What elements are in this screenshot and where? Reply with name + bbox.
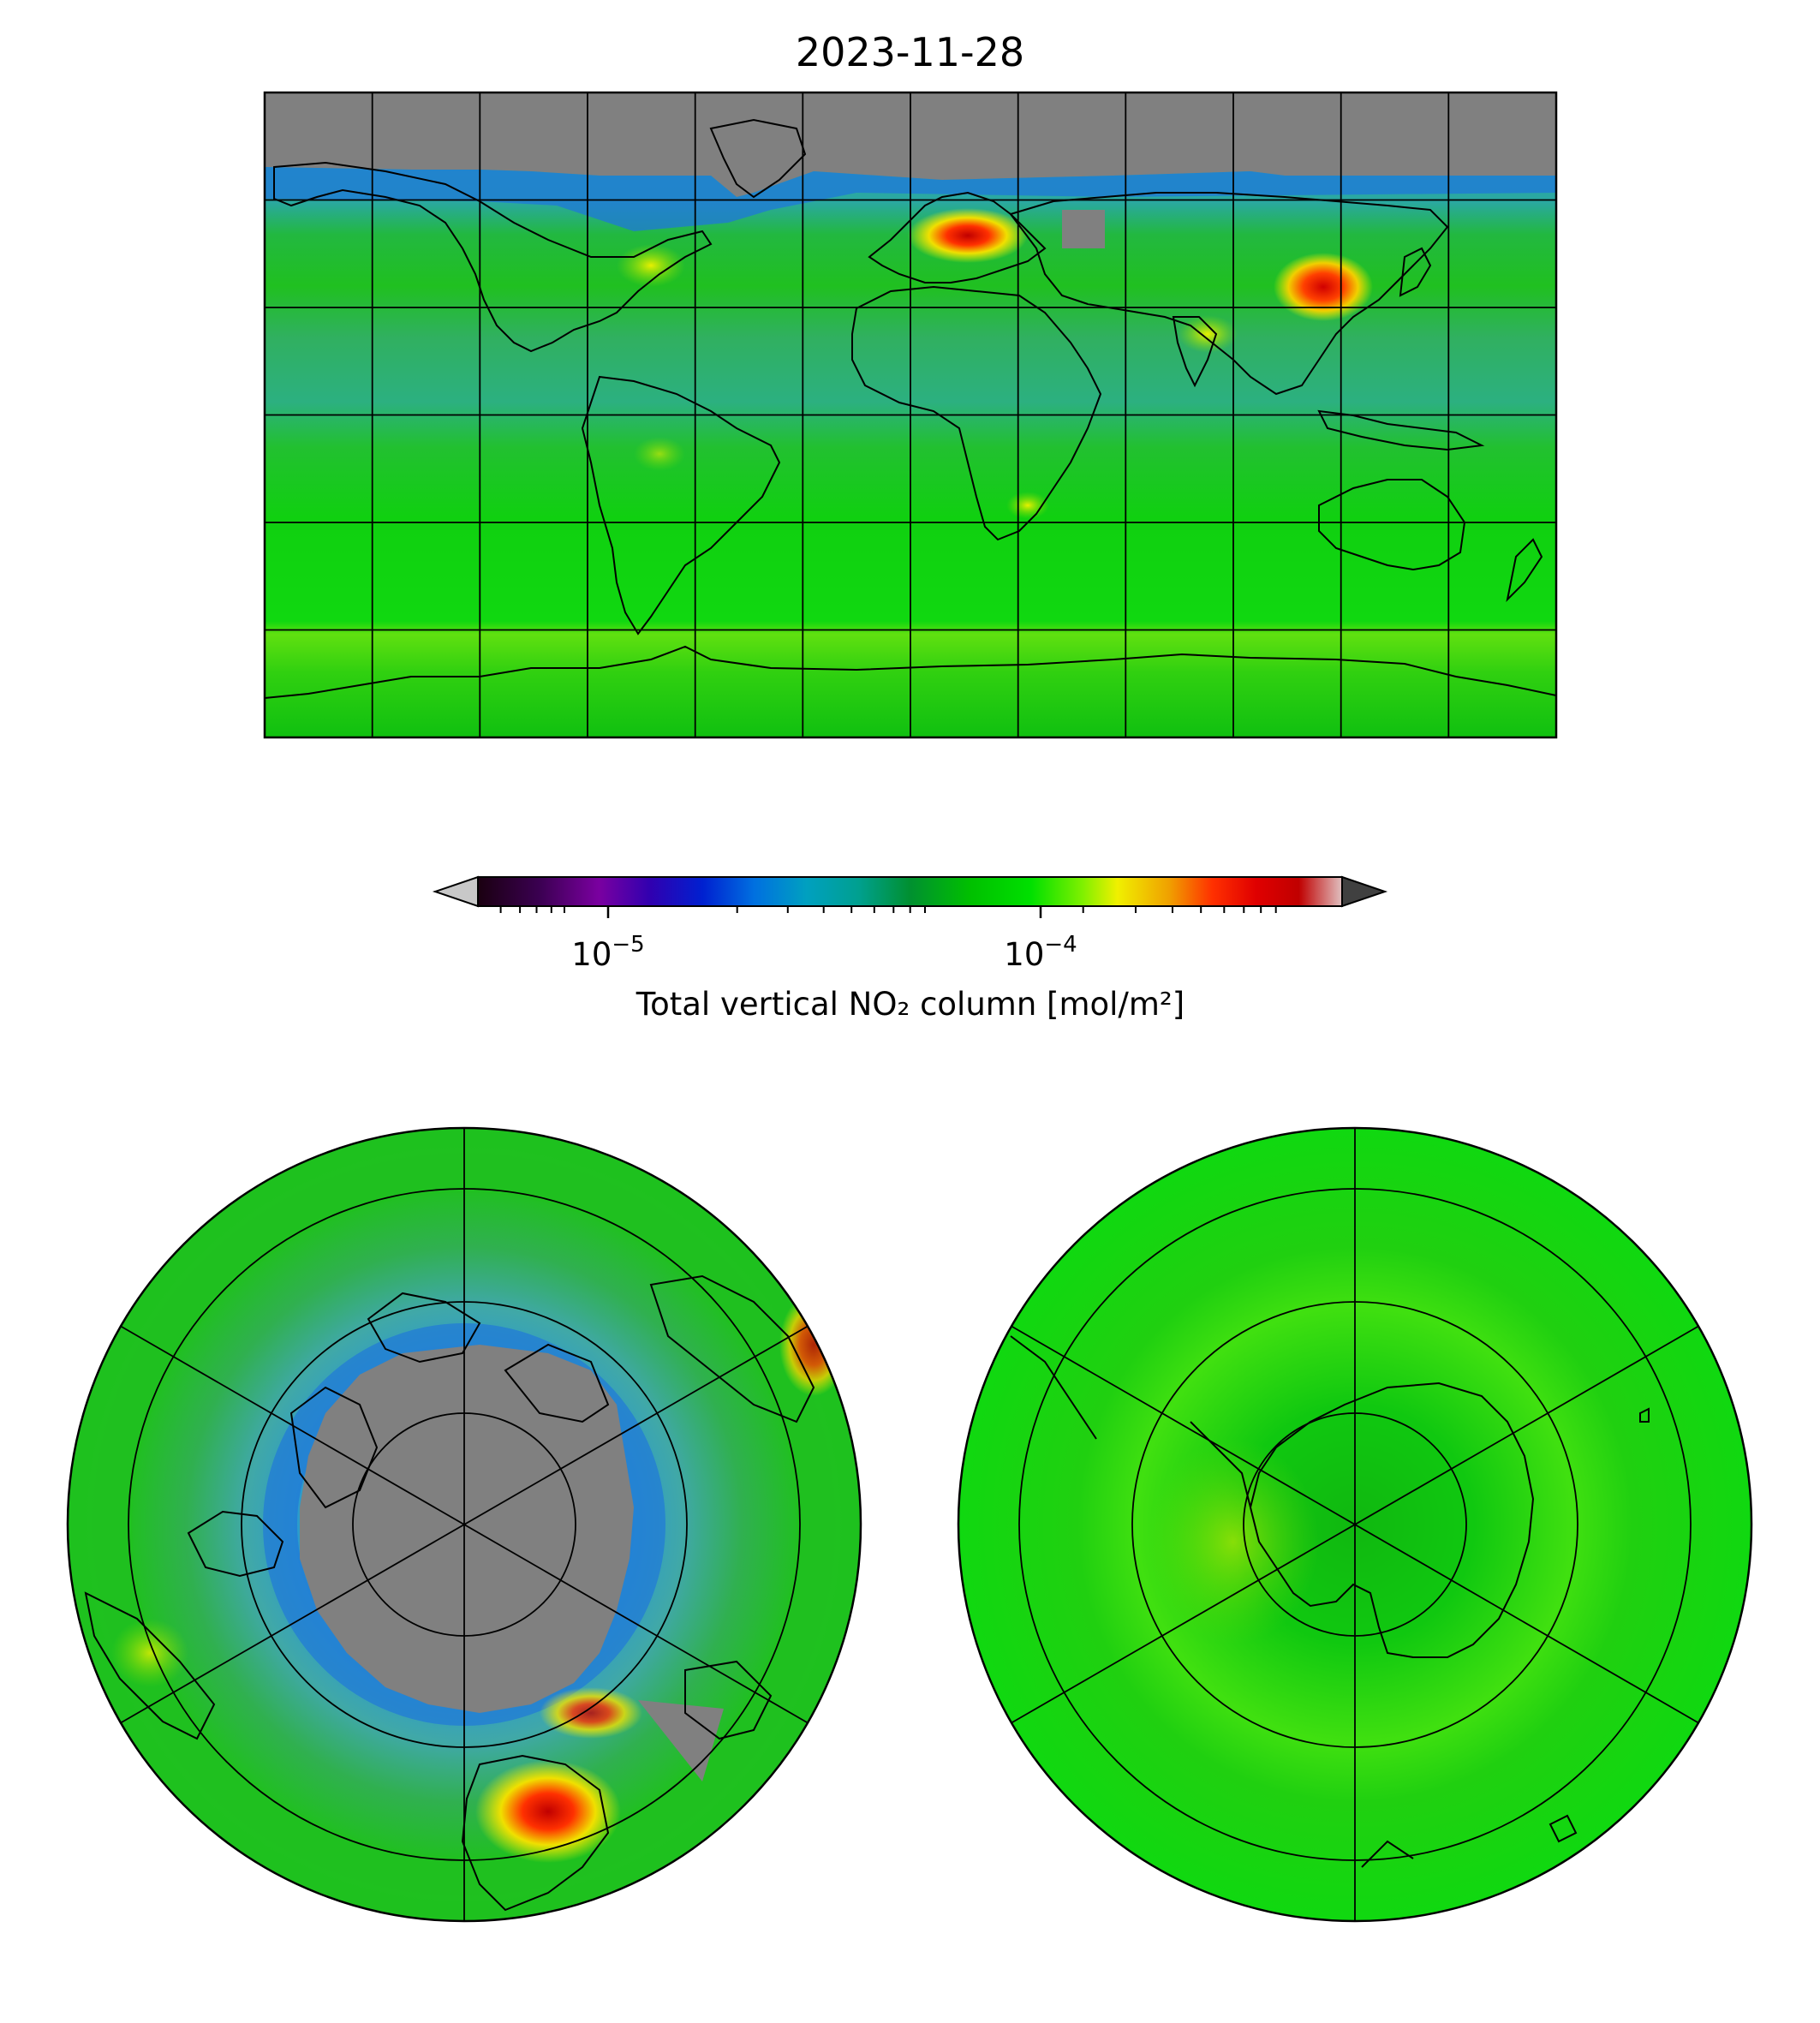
- south-polar-map: [958, 1128, 1751, 1921]
- colorbar-tick-label-1e-4: 10−4: [1004, 932, 1077, 973]
- hotspot-north-america: [617, 244, 685, 287]
- hotspot-europe: [908, 208, 1028, 263]
- global-map: [265, 92, 1556, 737]
- colorbar-extend-low: [432, 875, 479, 908]
- north-missing-data-cap: [300, 1345, 634, 1713]
- colorbar-minor-ticks: [499, 906, 1277, 913]
- global-missing-data-patch: [1062, 210, 1105, 248]
- figure-title: 2023-11-28: [795, 29, 1025, 75]
- colorbar-body: [477, 876, 1343, 907]
- south-graticule: [1011, 1128, 1699, 1921]
- north-graticule: [120, 1128, 809, 1921]
- north-polar-frame: [66, 1126, 862, 1923]
- north-hotspot-russia: [540, 1687, 642, 1739]
- north-hotspot-na: [111, 1619, 188, 1687]
- hotspot-india: [1178, 315, 1238, 353]
- colorbar: 10−5 10−4 Total vertical NO₂ column [mol…: [432, 875, 1388, 1023]
- colorbar-tick-label-1e-5: 10−5: [571, 932, 644, 973]
- hotspot-east-asia: [1274, 253, 1373, 321]
- north-hotspot-europe: [475, 1760, 621, 1863]
- north-polar-map: [68, 1128, 861, 1921]
- global-map-frame: [263, 91, 1558, 739]
- north-hotspot-asia: [779, 1293, 848, 1396]
- colorbar-label: Total vertical NO₂ column [mol/m²]: [636, 986, 1184, 1023]
- south-polar-frame: [957, 1126, 1753, 1923]
- south-coastlines: [1010, 1335, 1650, 1868]
- global-graticule: [265, 92, 1556, 737]
- south-hotspot-ring: [1148, 1439, 1319, 1644]
- hotspot-south-america: [634, 437, 685, 471]
- colorbar-extend-high: [1341, 875, 1388, 908]
